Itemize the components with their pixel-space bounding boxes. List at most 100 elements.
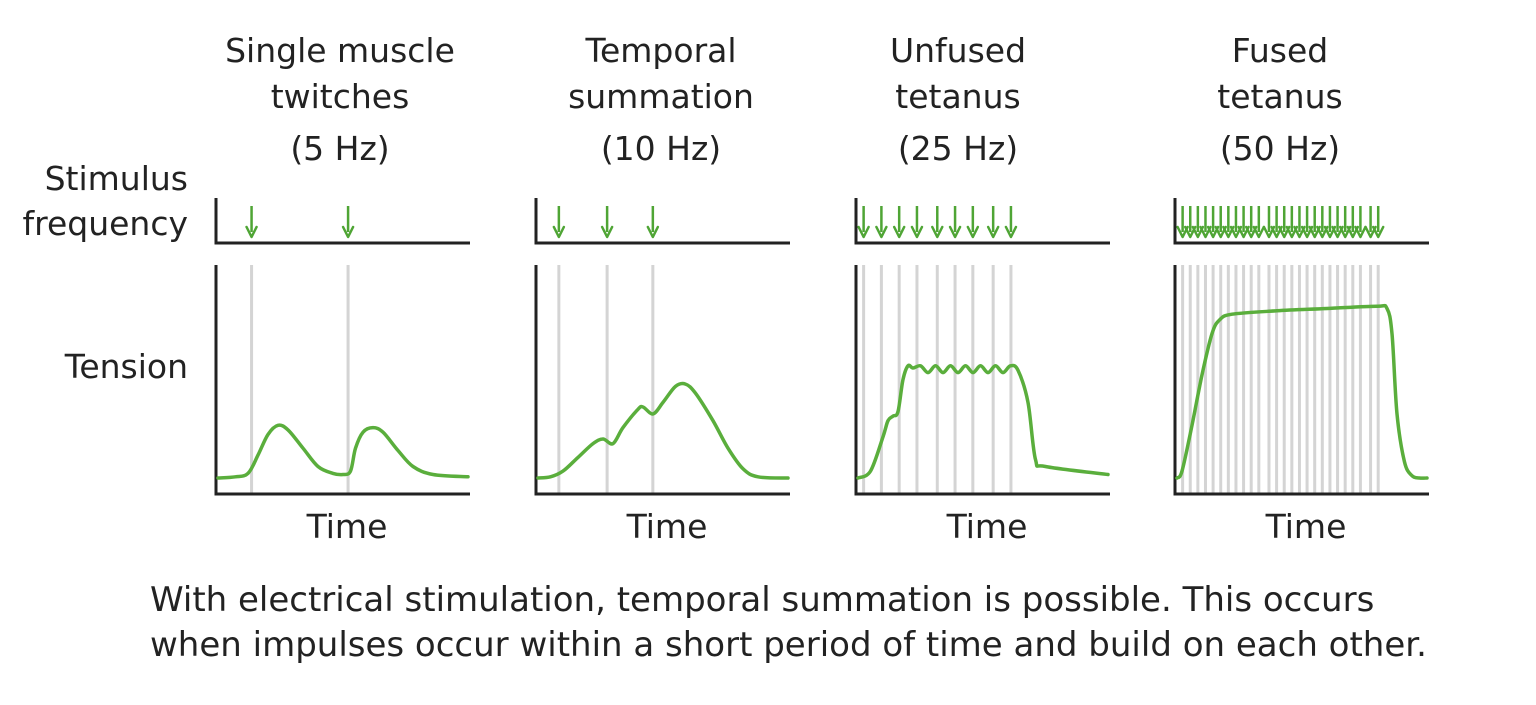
stimulus-arrow-head (986, 225, 1000, 239)
tension-axis (214, 265, 470, 496)
stimulus-arrow-icon (1293, 206, 1306, 239)
stimulus-arrow-head (1371, 225, 1385, 239)
stimulus-arrow-icon (1371, 206, 1385, 239)
tension-axis (854, 265, 1110, 496)
stimulus-arrows (245, 206, 355, 239)
panel-title-line: tetanus (895, 77, 1020, 116)
time-axis-label: Time (946, 507, 1028, 546)
stimulus-frequency-row-label: Stimulus frequency (22, 159, 188, 243)
stimulus-guide-lines (250, 265, 350, 493)
stimulus-arrow-icon (600, 206, 614, 239)
stimulus-arrow-icon (245, 206, 258, 239)
panel-title-line: twitches (271, 77, 410, 116)
stimulus-arrow-head (857, 225, 870, 239)
stimulus-arrow-icon (1222, 206, 1235, 239)
stimulus-arrow-head (892, 225, 906, 239)
stimulus-arrow-icon (341, 206, 355, 239)
stimulus-arrow-icon (910, 206, 924, 239)
tension-axis (534, 265, 790, 496)
panel-title-line: Temporal (584, 31, 736, 70)
stimulus-arrow-head (1252, 225, 1266, 239)
tension-curve (856, 363, 1110, 480)
stimulus-arrow-icon (646, 206, 660, 239)
stimulus-arrow-icon (1364, 206, 1377, 239)
panel-title: Unfused tetanus (25 Hz) (890, 31, 1026, 168)
panel-title-line: tetanus (1217, 77, 1342, 116)
stimulus-arrow-icon (1199, 206, 1212, 239)
row-label-line: frequency (22, 204, 188, 243)
row-label-line: Stimulus (45, 159, 188, 198)
stimulus-arrow-head (1354, 225, 1367, 239)
stimulus-arrow-icon (875, 206, 888, 239)
tension-curve (1175, 303, 1429, 480)
stimulus-axis (1173, 198, 1429, 245)
stimulus-arrow-head (552, 225, 566, 239)
time-axis-label: Time (306, 507, 388, 546)
stimulus-arrows (857, 206, 1018, 239)
stimulus-arrow-icon (1354, 206, 1367, 239)
stimulus-guide-lines (557, 265, 655, 493)
stimulus-arrow-icon (892, 206, 906, 239)
panel-title: Fused tetanus (50 Hz) (1217, 31, 1342, 168)
stimulus-arrow-icon (1323, 206, 1337, 239)
stimulus-arrow-icon (1252, 206, 1266, 239)
stimulus-arrow-head (966, 225, 980, 239)
panel-title-line: (5 Hz) (290, 129, 389, 168)
stimulus-arrow-head (1004, 225, 1018, 239)
stimulus-arrow-icon (1004, 206, 1018, 239)
stimulus-arrow-icon (948, 206, 962, 239)
stimulus-arrow-icon (1285, 206, 1299, 239)
stimulus-arrow-head (341, 225, 355, 239)
stimulus-arrow-icon (1270, 206, 1283, 239)
panel-4: Fused tetanus (50 Hz) Time (1173, 31, 1429, 546)
stimulus-arrows (552, 206, 660, 239)
stimulus-arrow-icon (1214, 206, 1227, 239)
stimulus-arrow-icon (1229, 206, 1243, 239)
time-axis-label: Time (626, 507, 708, 546)
stimulus-arrow-icon (986, 206, 1000, 239)
tension-curve (536, 381, 790, 480)
stimulus-arrow-head (910, 225, 924, 239)
stimulus-arrow-icon (1244, 206, 1258, 239)
stimulus-arrow-icon (1183, 206, 1197, 239)
stimulus-arrow-head (245, 225, 258, 239)
time-axis-label: Time (1265, 507, 1347, 546)
stimulus-arrow-icon (1206, 206, 1220, 239)
stimulus-arrow-icon (1176, 206, 1189, 239)
panel-title-line: Fused (1232, 31, 1329, 70)
stimulus-arrow-icon (857, 206, 870, 239)
stimulus-arrow-icon (1237, 206, 1250, 239)
stimulus-arrow-icon (1338, 206, 1352, 239)
panel-title-line: Unfused (890, 31, 1026, 70)
panel-title: Temporal summation (10 Hz) (568, 31, 754, 168)
panel-2: Temporal summation (10 Hz) Time (534, 31, 790, 546)
caption-line: With electrical stimulation, temporal su… (150, 580, 1375, 620)
stimulus-arrow-head (931, 225, 944, 239)
stimulus-arrows (1176, 206, 1385, 239)
caption: With electrical stimulation, temporal su… (150, 578, 1450, 668)
panel-1: Single muscle twitches (5 Hz) Time (214, 31, 470, 546)
stimulus-arrow-head (646, 225, 660, 239)
stimulus-arrow-head (600, 225, 614, 239)
stimulus-arrow-icon (1262, 206, 1276, 239)
stimulus-guide-lines (1181, 265, 1380, 493)
stimulus-guide-lines (862, 265, 1013, 493)
stimulus-axis (214, 198, 470, 245)
stimulus-arrow-icon (1308, 206, 1321, 239)
stimulus-axis (534, 198, 790, 245)
stimulus-arrow-head (948, 225, 962, 239)
stimulus-arrow-icon (1277, 206, 1291, 239)
stimulus-arrow-icon (1191, 206, 1205, 239)
tension-curve (216, 423, 470, 480)
stimulus-arrow-icon (1316, 206, 1329, 239)
stimulus-arrow-icon (931, 206, 944, 239)
tension-axis (1173, 265, 1429, 496)
stimulus-axis (854, 198, 1110, 245)
panel-title-line: Single muscle (225, 31, 455, 70)
panel-title-line: (10 Hz) (601, 129, 721, 168)
stimulus-arrow-icon (552, 206, 566, 239)
caption-line: when impulses occur within a short perio… (150, 625, 1427, 665)
panels-group: Single muscle twitches (5 Hz) Time Temporal s… (214, 31, 1429, 546)
panel-title-line: summation (568, 77, 754, 116)
